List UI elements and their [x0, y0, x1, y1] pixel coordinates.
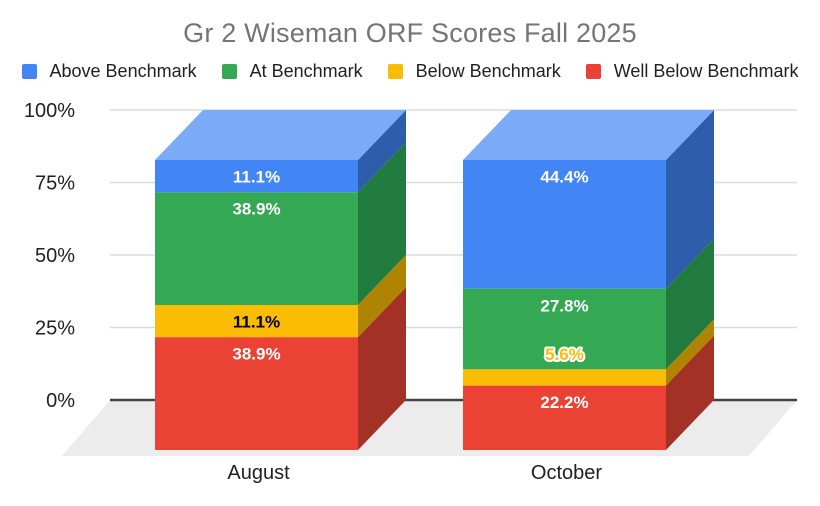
data-label-october-at-benchmark: 27.8% — [540, 296, 588, 315]
legend-item-well-below-benchmark[interactable]: Well Below Benchmark — [585, 60, 799, 82]
segment-side-face[interactable] — [666, 110, 714, 289]
data-label-august-above-benchmark: 11.1% — [233, 168, 280, 187]
y-tick-label-0pct: 0% — [46, 390, 75, 412]
segment-front-face[interactable] — [463, 385, 666, 450]
segment-front-face[interactable] — [155, 160, 358, 193]
segment-side-face[interactable] — [358, 110, 406, 193]
segment-front-face[interactable] — [463, 288, 666, 370]
legend-swatch-well-below-benchmark — [585, 63, 601, 79]
data-label-august-below-benchmark: 11.1% — [233, 313, 280, 332]
chart-legend: Above Benchmark At Benchmark Below Benchma… — [0, 56, 820, 86]
data-label-october-below-benchmark: 5.6% — [545, 345, 584, 364]
bar-october — [463, 110, 714, 450]
x-category-label-august: August — [227, 462, 290, 484]
y-tick-label-25pct: 25% — [35, 318, 75, 340]
bar-october-segment-at-benchmark[interactable] — [463, 238, 714, 370]
segment-side-face[interactable] — [666, 335, 714, 450]
segment-side-face[interactable] — [666, 319, 714, 386]
legend-label-at-benchmark: At Benchmark — [249, 60, 363, 81]
chart-title: Gr 2 Wiseman ORF Scores Fall 2025 — [183, 18, 637, 48]
bar-august — [155, 110, 406, 450]
segment-front-face[interactable] — [155, 192, 358, 305]
bar-august-segment-below-benchmark[interactable] — [155, 255, 406, 338]
legend-label-below-benchmark: Below Benchmark — [415, 60, 561, 81]
segment-side-face[interactable] — [358, 255, 406, 338]
bar-october-segment-below-benchmark[interactable] — [463, 319, 714, 386]
legend-swatch-at-benchmark — [221, 63, 237, 79]
data-label-october-well-below-benchmark: 22.2% — [540, 393, 588, 412]
segment-front-face[interactable] — [155, 305, 358, 338]
y-tick-label-100pct: 100% — [24, 100, 75, 122]
legend-item-below-benchmark[interactable]: Below Benchmark — [387, 60, 561, 82]
x-category-label-october: October — [531, 462, 602, 484]
segment-top-face[interactable] — [463, 110, 714, 160]
bar-october-segment-above-benchmark[interactable] — [463, 110, 714, 289]
bar-august-segment-above-benchmark[interactable] — [155, 110, 406, 193]
legend-label-well-below-benchmark: Well Below Benchmark — [613, 60, 799, 81]
legend-label-above-benchmark: Above Benchmark — [49, 60, 197, 81]
segment-side-face[interactable] — [358, 142, 406, 305]
bar-august-segment-well-below-benchmark[interactable] — [155, 287, 406, 450]
segment-side-face[interactable] — [666, 238, 714, 370]
data-label-october-above-benchmark: 44.4% — [540, 168, 588, 187]
segment-front-face[interactable] — [155, 337, 358, 450]
legend-swatch-above-benchmark — [21, 63, 37, 79]
data-label-august-well-below-benchmark: 38.9% — [232, 345, 280, 364]
legend-item-at-benchmark[interactable]: At Benchmark — [221, 60, 363, 82]
segment-side-face[interactable] — [358, 287, 406, 450]
y-tick-label-50pct: 50% — [35, 245, 75, 267]
y-tick-label-75pct: 75% — [35, 173, 75, 195]
legend-swatch-below-benchmark — [387, 63, 403, 79]
bar-august-segment-at-benchmark[interactable] — [155, 142, 406, 305]
bar-october-segment-well-below-benchmark[interactable] — [463, 335, 714, 450]
segment-top-face[interactable] — [155, 110, 406, 160]
legend-item-above-benchmark[interactable]: Above Benchmark — [21, 60, 197, 82]
data-label-august-at-benchmark: 38.9% — [232, 200, 280, 219]
segment-front-face[interactable] — [463, 160, 666, 289]
segment-front-face[interactable] — [463, 369, 666, 386]
